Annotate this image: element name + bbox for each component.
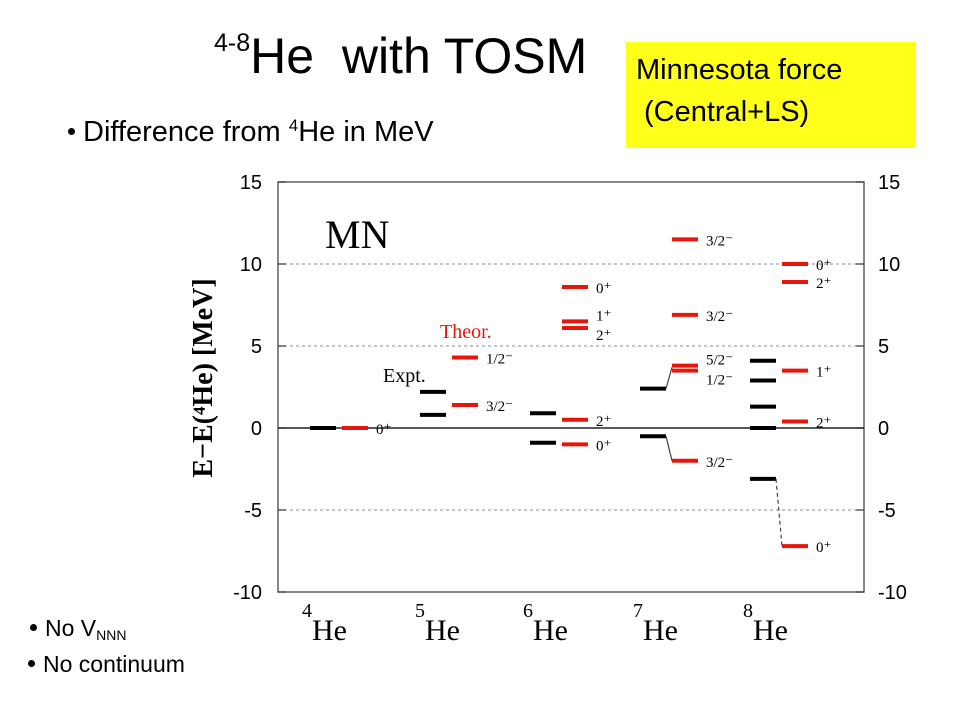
x-label-element: He [312,614,347,647]
note-no-continuum-text: No continuum [43,651,185,677]
theor-level-label: 0⁺ [596,438,611,454]
level-connector [775,478,783,547]
x-label-element: He [533,614,568,647]
theor-level-label: 0⁺ [376,422,391,438]
theor-level-label: 2⁺ [596,328,611,344]
force-callout-line1: Minnesota force [636,54,843,86]
theor-level-label: 0⁺ [596,281,611,297]
label-expt: Expt. [383,365,426,387]
theor-level-label: 2⁺ [596,414,611,430]
note-no-continuum: No continuum [28,650,185,678]
force-callout-line2: (Central+LS) [644,96,810,128]
theor-level-label: 1/2⁻ [706,373,733,389]
force-callout-box: Minnesota force (Central+LS) [626,42,916,148]
note-no-vnnn-text: No V [45,615,97,641]
title-text: He with TOSM [250,28,588,84]
y-tick-label-left: 15 [240,172,262,194]
note-dot-icon [28,660,35,668]
y-tick-label-left: 5 [251,336,262,358]
chart-tag-mn: MN [325,212,389,257]
y-tick-label-right: 10 [878,254,900,276]
theor-level-label: 3/2⁻ [706,233,733,249]
theor-level-label: 2⁺ [816,415,831,431]
theor-level-label: 0⁺ [816,540,831,556]
note-nnn-sub: NNN [96,627,127,643]
theor-level-label: 3/2⁻ [706,455,733,471]
label-theor: Theor. [440,321,492,343]
x-label-mass: 5 [415,600,425,622]
x-label-mass: 8 [743,600,753,622]
note-no-vnnn: No VNNN [30,614,126,645]
bullet-text-post: He in MeV [298,116,434,148]
note-dot-icon [30,624,37,632]
x-label-element: He [753,614,788,647]
y-tick-label-right: 0 [878,418,889,440]
y-tick-label-right: 5 [878,336,889,358]
theor-level-label: 3/2⁻ [706,309,733,325]
x-label-mass: 7 [633,600,643,622]
y-tick-label-left: 10 [240,254,262,276]
y-tick-label-left: -10 [233,582,262,604]
theor-level-label: 1⁺ [596,308,611,324]
level-connector [665,436,673,461]
y-tick-label-right: -5 [878,500,896,522]
theor-level-label: 0⁺ [816,258,831,274]
title-mass-range: 4-8 [214,29,251,57]
theor-level-label: 5/2⁻ [706,353,733,369]
y-tick-label-left: 0 [251,418,262,440]
theor-level-label: 3/2⁻ [486,399,513,415]
bullet-mass-sup: 4 [288,116,299,135]
x-label-mass: 4 [302,600,312,622]
y-tick-label-left: -5 [244,500,262,522]
bullet-difference: Difference from 4He in MeV [68,114,434,154]
x-label-element: He [643,614,678,647]
x-label-mass: 6 [523,600,533,622]
slide-title: 4-8He with TOSM [214,26,587,95]
bullet-dot-icon [68,127,75,135]
level-connector [665,367,673,389]
theor-level-label: 1/2⁻ [486,351,513,367]
y-tick-label-right: 15 [878,172,900,194]
y-tick-label-right: -10 [878,582,907,604]
x-label-element: He [425,614,460,647]
y-axis-label: E−E(⁴He) [MeV] [188,278,219,477]
theor-level-label: 2⁺ [816,276,831,292]
bullet-text-pre: Difference from [83,116,289,148]
plot-frame [277,181,865,593]
theor-level-label: 1⁺ [816,365,831,381]
